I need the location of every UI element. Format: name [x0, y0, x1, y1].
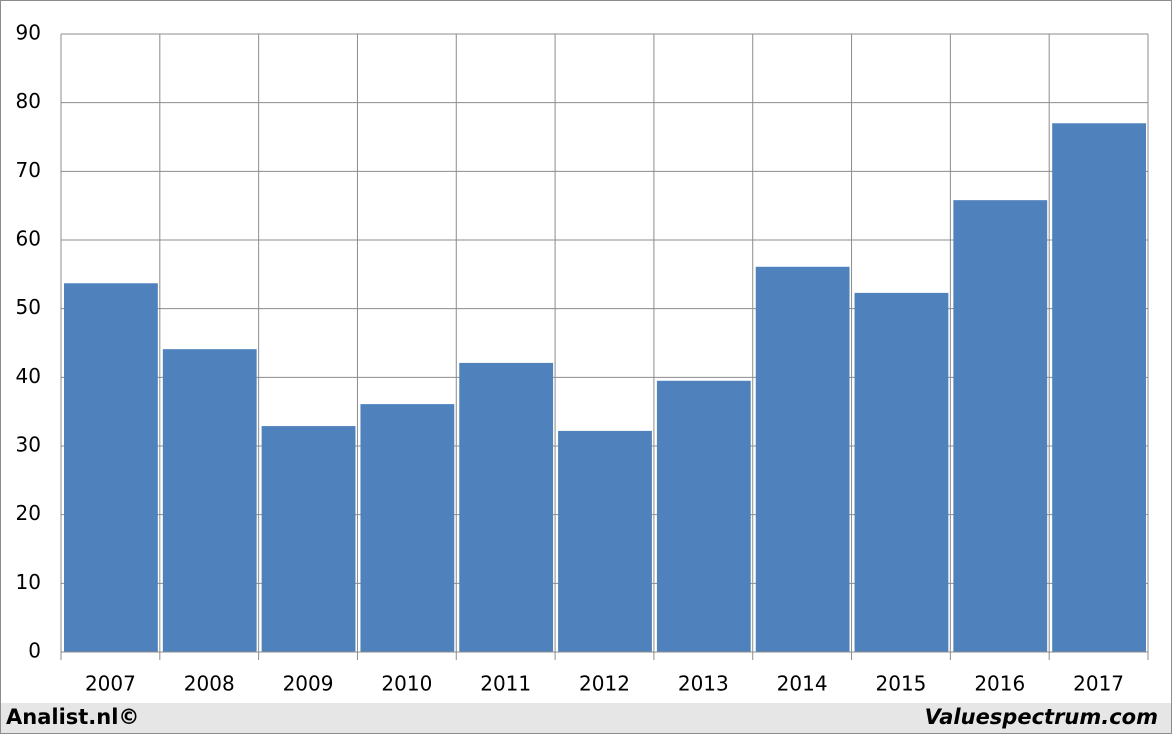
x-tick-label: 2017 — [1073, 672, 1124, 696]
footer-right: Valuespectrum.com — [925, 705, 1158, 729]
bar — [64, 283, 158, 652]
bar — [261, 426, 356, 652]
x-tick-label: 2010 — [381, 672, 432, 696]
x-tick-label: 2008 — [184, 672, 235, 696]
x-tick-label: 2015 — [876, 672, 927, 696]
y-tick-label: 10 — [16, 570, 41, 594]
x-tick-label: 2009 — [283, 672, 334, 696]
x-tick-label: 2011 — [480, 672, 531, 696]
x-tick-label: 2013 — [678, 672, 729, 696]
y-tick-label: 90 — [16, 21, 41, 45]
bar — [1052, 123, 1146, 653]
y-tick-label: 40 — [16, 364, 41, 388]
x-tick-label: 2014 — [777, 672, 828, 696]
footer-left: Analist.nl© — [6, 705, 139, 729]
bar — [953, 200, 1048, 652]
bar — [360, 404, 455, 652]
y-tick-label: 30 — [16, 433, 41, 457]
bar — [459, 362, 554, 652]
x-tick-label: 2007 — [85, 672, 136, 696]
y-tick-label: 0 — [28, 639, 41, 663]
x-tick-label: 2016 — [974, 672, 1025, 696]
bar — [656, 380, 751, 652]
y-tick-label: 80 — [16, 89, 41, 113]
y-tick-label: 50 — [16, 295, 41, 319]
footer-strip — [1, 703, 1171, 733]
y-tick-label: 20 — [16, 501, 41, 525]
y-tick-label: 70 — [16, 158, 41, 182]
bar — [162, 349, 257, 652]
bar — [755, 266, 850, 652]
bar — [854, 292, 949, 652]
x-tick-label: 2012 — [579, 672, 630, 696]
bar — [558, 430, 652, 652]
y-tick-label: 60 — [16, 227, 41, 251]
